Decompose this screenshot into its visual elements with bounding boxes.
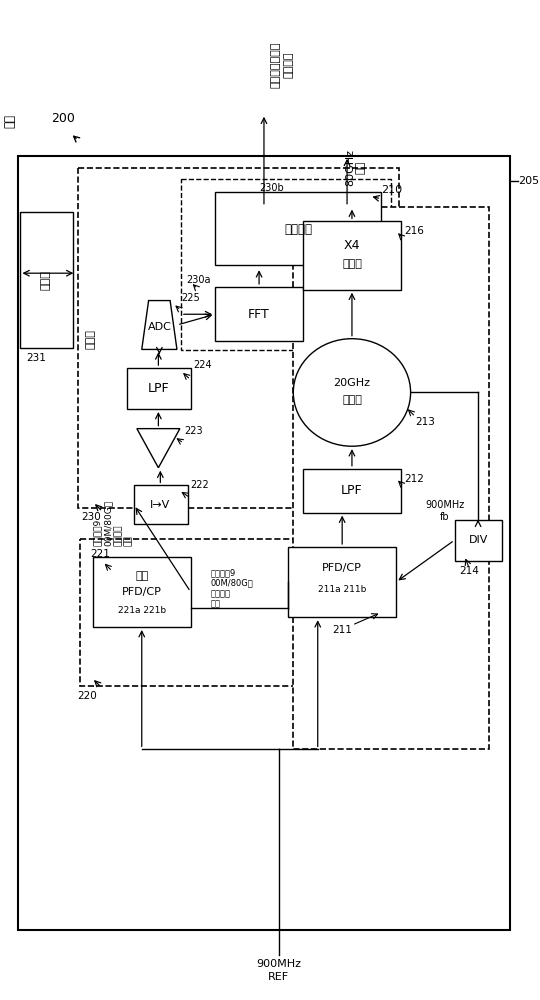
- Text: 213: 213: [415, 417, 435, 427]
- Bar: [181, 179, 391, 350]
- Text: FFT: FFT: [248, 308, 270, 321]
- Bar: [455, 520, 502, 561]
- Polygon shape: [137, 429, 180, 468]
- Text: 212: 212: [404, 474, 424, 484]
- Text: 220: 220: [77, 691, 97, 701]
- Text: 221: 221: [90, 549, 110, 559]
- Bar: [293, 207, 489, 749]
- Text: 输出: 输出: [356, 161, 366, 174]
- Text: 211a 211b: 211a 211b: [318, 585, 366, 594]
- Text: 210: 210: [381, 185, 402, 195]
- Text: DIV: DIV: [468, 535, 488, 545]
- Bar: [215, 192, 381, 265]
- Bar: [288, 547, 396, 617]
- Text: 20GHz: 20GHz: [334, 378, 370, 388]
- Text: 报告合成器相位: 报告合成器相位: [271, 42, 281, 88]
- Bar: [303, 221, 401, 290]
- Text: 组合: 组合: [3, 114, 16, 128]
- Text: 214: 214: [460, 566, 480, 576]
- Bar: [134, 485, 188, 524]
- Bar: [19, 212, 73, 348]
- Text: 225: 225: [181, 293, 200, 303]
- Text: 223: 223: [184, 426, 202, 436]
- Text: 900MHz: 900MHz: [256, 959, 301, 969]
- Text: 振荡器: 振荡器: [342, 395, 362, 405]
- Text: 222: 222: [191, 480, 210, 490]
- Text: LPF: LPF: [341, 484, 363, 497]
- Polygon shape: [142, 301, 177, 349]
- Bar: [93, 557, 191, 627]
- Text: 230b: 230b: [259, 183, 284, 193]
- Text: 处理器: 处理器: [86, 329, 96, 349]
- Text: 200: 200: [51, 112, 75, 125]
- Text: 阈值比较: 阈值比较: [284, 223, 312, 236]
- Text: 205: 205: [518, 176, 539, 186]
- Text: I→V: I→V: [150, 500, 171, 510]
- Text: 包含按照9
00M/80G缩
放的相位
误差: 包含按照9 00M/80G缩 放的相位 误差: [93, 500, 133, 546]
- Text: X4: X4: [343, 239, 360, 252]
- Text: 噪声故障: 噪声故障: [284, 52, 293, 78]
- Text: 包含按照9
00M/80G缩
放的相位
误差: 包含按照9 00M/80G缩 放的相位 误差: [210, 568, 253, 609]
- Bar: [18, 156, 510, 930]
- Bar: [303, 469, 401, 513]
- Text: 231: 231: [26, 353, 46, 363]
- Bar: [215, 287, 303, 341]
- Text: PFD/CP: PFD/CP: [122, 587, 161, 597]
- Text: LPF: LPF: [147, 382, 169, 395]
- Text: 221a 221b: 221a 221b: [118, 606, 166, 615]
- Bar: [127, 368, 191, 409]
- Text: 倍频器: 倍频器: [342, 259, 362, 269]
- Text: 80GHz: 80GHz: [345, 149, 355, 186]
- Text: 230a: 230a: [186, 275, 210, 285]
- Text: PFD/CP: PFD/CP: [322, 563, 362, 573]
- Text: 211: 211: [332, 625, 352, 635]
- Text: 230: 230: [81, 512, 101, 522]
- Text: 存储器: 存储器: [41, 270, 51, 290]
- Text: 216: 216: [404, 226, 424, 236]
- Text: 副本: 副本: [135, 571, 148, 581]
- Text: fb: fb: [440, 512, 450, 522]
- Text: REF: REF: [268, 972, 289, 982]
- Ellipse shape: [293, 339, 410, 446]
- Bar: [78, 168, 399, 508]
- Bar: [80, 539, 305, 686]
- Text: 224: 224: [193, 360, 212, 370]
- Text: ADC: ADC: [147, 322, 171, 332]
- Text: 900MHz: 900MHz: [425, 500, 464, 510]
